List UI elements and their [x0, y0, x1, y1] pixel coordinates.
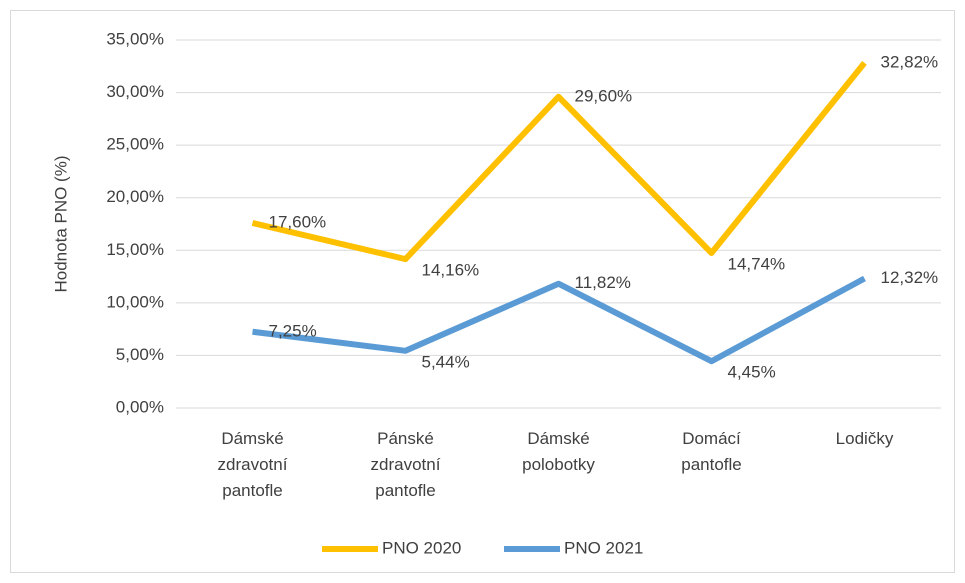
line — [252, 275, 866, 365]
legend-label: PNO 2020 — [382, 538, 461, 557]
y-axis-label: Hodnota PNO (%) — [51, 156, 70, 293]
x-tick-label: Pánské zdravotní pantofle — [371, 429, 441, 500]
chart-border — [10, 10, 955, 573]
line — [251, 61, 867, 263]
x-tick-label: Lodičky — [836, 429, 894, 448]
y-tick-label: 25,00% — [106, 135, 164, 154]
data-label: 32,82% — [881, 52, 939, 71]
y-tick-label: 30,00% — [106, 82, 164, 101]
legend-label: PNO 2021 — [564, 538, 643, 557]
data-label: 4,45% — [728, 363, 776, 382]
data-label: 14,16% — [422, 261, 480, 280]
y-tick-label: 10,00% — [106, 292, 164, 311]
y-tick-label: 0,00% — [116, 397, 164, 416]
data-label: 12,32% — [881, 268, 939, 287]
x-tick-label: Domácí pantofle — [681, 429, 742, 474]
x-tick-label: Dámské polobotky — [522, 429, 595, 474]
y-tick-label: 5,00% — [116, 345, 164, 364]
data-label: 14,74% — [728, 255, 786, 274]
x-tick-label: Dámské zdravotní pantofle — [218, 429, 288, 500]
data-label: 17,60% — [269, 212, 327, 231]
y-tick-label: 20,00% — [106, 187, 164, 206]
y-tick-label: 35,00% — [106, 29, 164, 48]
data-label: 5,44% — [422, 352, 470, 371]
y-tick-label: 15,00% — [106, 240, 164, 259]
data-label: 7,25% — [269, 321, 317, 340]
data-label: 11,82% — [575, 273, 631, 292]
data-label: 29,60% — [575, 86, 633, 105]
